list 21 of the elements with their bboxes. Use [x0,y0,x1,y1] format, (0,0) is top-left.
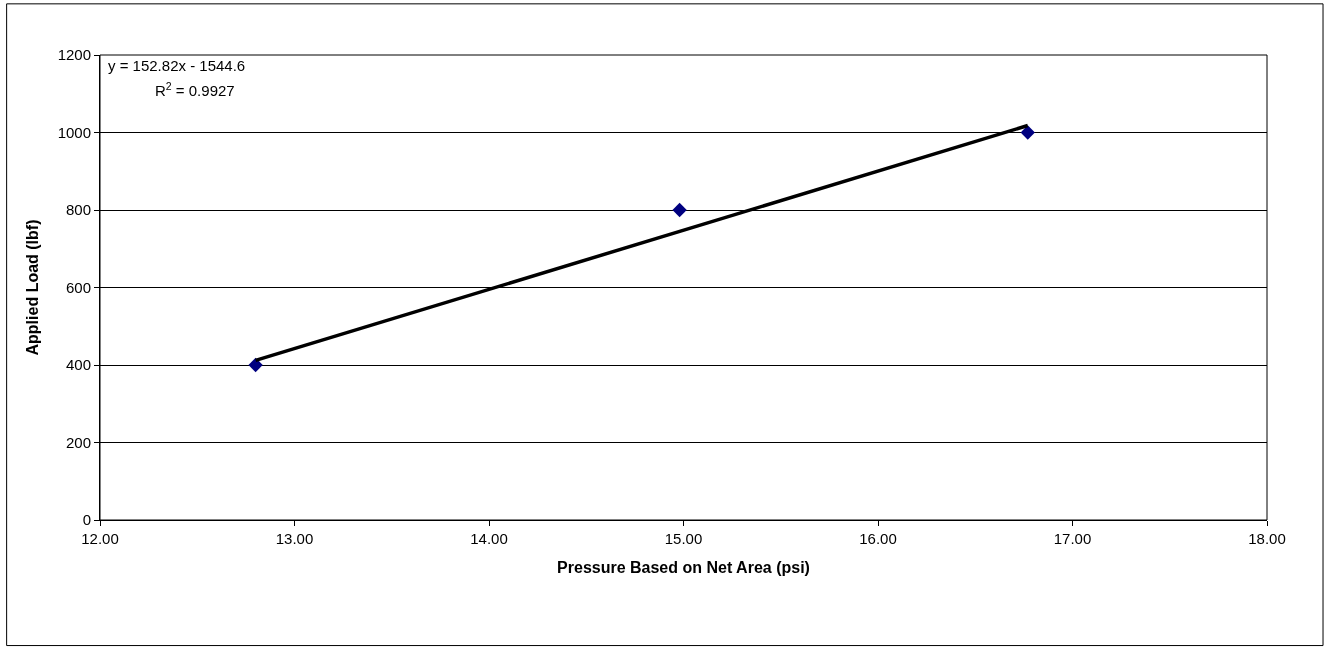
x-tick-label: 12.00 [81,530,119,547]
x-tick-label: 16.00 [859,530,897,547]
y-tick-label: 1000 [57,123,91,141]
y-axis-title: Applied Load (lbf) [23,219,41,356]
x-tick-label: 15.00 [664,530,703,547]
y-tick-label: 800 [65,201,91,219]
x-tick-label: 18.00 [1248,530,1286,547]
annotation: y = 152.82x - 1544.6 [108,57,246,74]
x-tick-label: 13.00 [275,530,314,547]
y-tick-label: 1200 [57,46,91,64]
y-tick-label: 200 [65,433,91,451]
x-tick-label: 17.00 [1053,530,1092,547]
annotation: R$^{2}$ = 0.9927 [155,80,235,100]
point [1020,125,1035,140]
x-axis-title: Pressure Based on Net Area (psi) [557,558,810,576]
y-tick-label: 0 [82,511,91,529]
y-tick-label: 400 [65,356,91,374]
x-tick-label: 14.00 [470,530,508,547]
point [248,357,263,373]
point [672,202,687,218]
y-tick-label: 600 [65,278,91,296]
